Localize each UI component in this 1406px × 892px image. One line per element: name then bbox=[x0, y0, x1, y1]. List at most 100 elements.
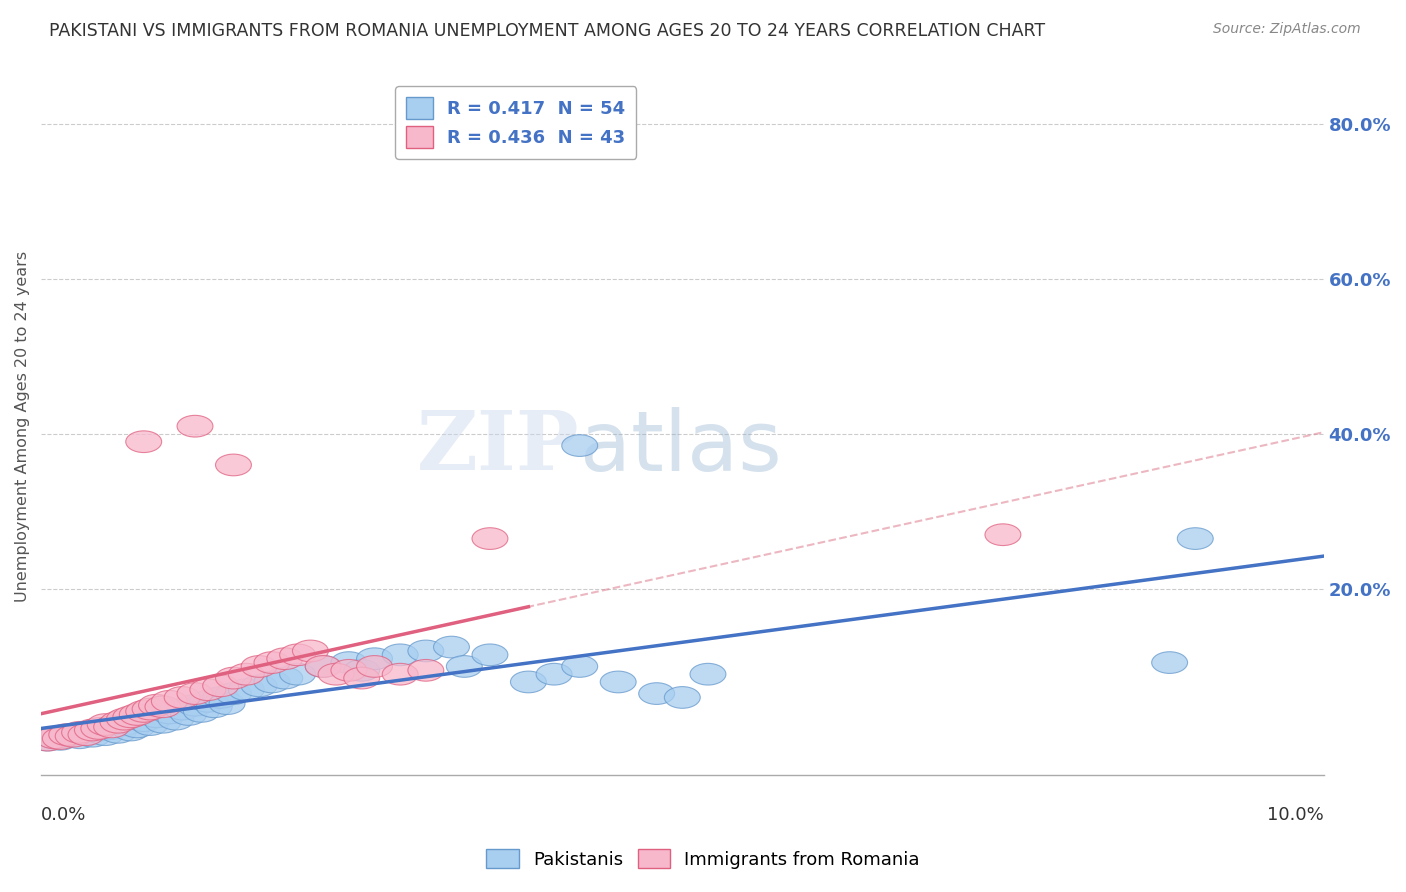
Ellipse shape bbox=[112, 719, 149, 741]
Ellipse shape bbox=[330, 652, 367, 673]
Legend: R = 0.417  N = 54, R = 0.436  N = 43: R = 0.417 N = 54, R = 0.436 N = 43 bbox=[395, 87, 637, 159]
Ellipse shape bbox=[107, 714, 142, 735]
Ellipse shape bbox=[197, 696, 232, 717]
Ellipse shape bbox=[536, 664, 572, 685]
Ellipse shape bbox=[305, 656, 342, 677]
Ellipse shape bbox=[120, 716, 155, 738]
Ellipse shape bbox=[125, 431, 162, 452]
Ellipse shape bbox=[75, 725, 110, 747]
Ellipse shape bbox=[67, 723, 104, 746]
Ellipse shape bbox=[139, 694, 174, 716]
Ellipse shape bbox=[30, 730, 66, 751]
Ellipse shape bbox=[280, 664, 315, 685]
Ellipse shape bbox=[254, 671, 290, 693]
Ellipse shape bbox=[183, 700, 219, 723]
Text: 10.0%: 10.0% bbox=[1267, 806, 1323, 824]
Ellipse shape bbox=[472, 644, 508, 665]
Ellipse shape bbox=[49, 725, 84, 747]
Ellipse shape bbox=[145, 696, 181, 717]
Ellipse shape bbox=[165, 698, 200, 720]
Ellipse shape bbox=[157, 708, 194, 730]
Ellipse shape bbox=[242, 675, 277, 697]
Ellipse shape bbox=[42, 728, 79, 749]
Ellipse shape bbox=[472, 528, 508, 549]
Ellipse shape bbox=[382, 664, 418, 685]
Ellipse shape bbox=[562, 656, 598, 677]
Ellipse shape bbox=[343, 659, 380, 681]
Ellipse shape bbox=[177, 416, 212, 437]
Ellipse shape bbox=[165, 687, 200, 708]
Text: ZIP: ZIP bbox=[418, 407, 579, 487]
Ellipse shape bbox=[305, 656, 342, 677]
Text: 0.0%: 0.0% bbox=[41, 806, 87, 824]
Ellipse shape bbox=[87, 714, 124, 735]
Ellipse shape bbox=[42, 729, 79, 750]
Ellipse shape bbox=[408, 659, 444, 681]
Ellipse shape bbox=[87, 723, 124, 746]
Ellipse shape bbox=[267, 648, 302, 670]
Ellipse shape bbox=[215, 667, 252, 689]
Ellipse shape bbox=[100, 722, 136, 743]
Ellipse shape bbox=[986, 524, 1021, 546]
Ellipse shape bbox=[209, 693, 245, 714]
Ellipse shape bbox=[215, 682, 252, 705]
Ellipse shape bbox=[177, 694, 212, 716]
Ellipse shape bbox=[343, 667, 380, 689]
Ellipse shape bbox=[1152, 652, 1188, 673]
Ellipse shape bbox=[690, 664, 725, 685]
Ellipse shape bbox=[62, 727, 97, 748]
Ellipse shape bbox=[152, 690, 187, 712]
Ellipse shape bbox=[94, 717, 129, 739]
Ellipse shape bbox=[562, 434, 598, 457]
Ellipse shape bbox=[357, 648, 392, 670]
Ellipse shape bbox=[228, 679, 264, 700]
Ellipse shape bbox=[100, 712, 136, 733]
Ellipse shape bbox=[190, 679, 226, 700]
Ellipse shape bbox=[280, 644, 315, 665]
Legend: Pakistanis, Immigrants from Romania: Pakistanis, Immigrants from Romania bbox=[479, 842, 927, 876]
Ellipse shape bbox=[202, 687, 239, 708]
Ellipse shape bbox=[254, 652, 290, 673]
Ellipse shape bbox=[408, 640, 444, 662]
Ellipse shape bbox=[600, 671, 636, 693]
Ellipse shape bbox=[202, 675, 239, 697]
Y-axis label: Unemployment Among Ages 20 to 24 years: Unemployment Among Ages 20 to 24 years bbox=[15, 251, 30, 602]
Ellipse shape bbox=[1177, 528, 1213, 549]
Ellipse shape bbox=[67, 722, 104, 743]
Ellipse shape bbox=[37, 727, 72, 748]
Ellipse shape bbox=[446, 656, 482, 677]
Ellipse shape bbox=[292, 640, 329, 662]
Ellipse shape bbox=[55, 723, 91, 746]
Ellipse shape bbox=[112, 706, 149, 728]
Ellipse shape bbox=[125, 710, 162, 731]
Ellipse shape bbox=[132, 698, 169, 720]
Ellipse shape bbox=[318, 664, 354, 685]
Ellipse shape bbox=[665, 687, 700, 708]
Ellipse shape bbox=[94, 716, 129, 738]
Ellipse shape bbox=[242, 656, 277, 677]
Ellipse shape bbox=[120, 704, 155, 725]
Ellipse shape bbox=[82, 717, 117, 739]
Ellipse shape bbox=[145, 712, 181, 733]
Ellipse shape bbox=[75, 719, 110, 741]
Ellipse shape bbox=[37, 727, 72, 748]
Ellipse shape bbox=[330, 659, 367, 681]
Ellipse shape bbox=[62, 722, 97, 743]
Text: atlas: atlas bbox=[579, 407, 782, 488]
Ellipse shape bbox=[125, 700, 162, 723]
Ellipse shape bbox=[177, 682, 212, 705]
Text: PAKISTANI VS IMMIGRANTS FROM ROMANIA UNEMPLOYMENT AMONG AGES 20 TO 24 YEARS CORR: PAKISTANI VS IMMIGRANTS FROM ROMANIA UNE… bbox=[49, 22, 1045, 40]
Ellipse shape bbox=[228, 664, 264, 685]
Ellipse shape bbox=[82, 719, 117, 741]
Ellipse shape bbox=[152, 702, 187, 723]
Ellipse shape bbox=[132, 714, 169, 735]
Ellipse shape bbox=[510, 671, 547, 693]
Ellipse shape bbox=[55, 725, 91, 747]
Ellipse shape bbox=[357, 656, 392, 677]
Text: Source: ZipAtlas.com: Source: ZipAtlas.com bbox=[1213, 22, 1361, 37]
Ellipse shape bbox=[139, 706, 174, 728]
Ellipse shape bbox=[170, 704, 207, 725]
Ellipse shape bbox=[638, 682, 675, 705]
Ellipse shape bbox=[433, 636, 470, 658]
Ellipse shape bbox=[49, 723, 84, 746]
